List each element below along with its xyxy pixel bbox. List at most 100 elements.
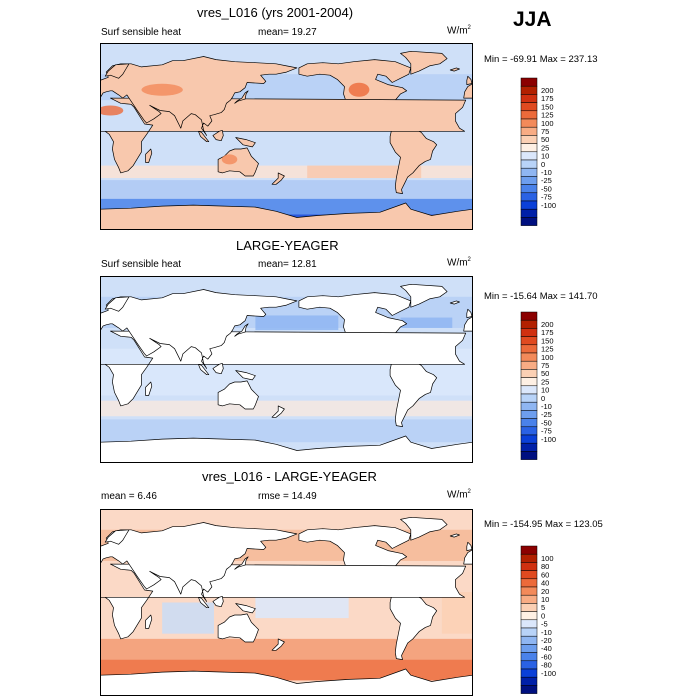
colorbar-tick-label: -20 bbox=[541, 636, 552, 645]
field-patch bbox=[348, 82, 370, 97]
colorbar-tick-label: 25 bbox=[541, 143, 549, 152]
coastline bbox=[198, 130, 210, 143]
coastline bbox=[400, 516, 448, 541]
colorbar-tick-label: 150 bbox=[541, 102, 554, 111]
coastline bbox=[212, 595, 224, 608]
colorbar-swatch bbox=[520, 676, 538, 686]
coastline bbox=[104, 63, 130, 79]
coastline bbox=[389, 357, 438, 427]
colorbar-swatch bbox=[520, 217, 538, 226]
colorbar-swatch bbox=[520, 110, 538, 120]
coastline bbox=[271, 172, 285, 185]
panel-2-variable-label: Surf sensible heat bbox=[101, 259, 182, 270]
coastline bbox=[466, 541, 473, 551]
panel-1-mean-label: mean= 19.27 bbox=[258, 27, 317, 38]
field-patch bbox=[221, 154, 238, 165]
colorbar-swatch bbox=[520, 619, 538, 629]
colorbar-tick-label: 50 bbox=[541, 135, 549, 144]
panel-1-map bbox=[100, 43, 473, 230]
colorbar-tick-label: 80 bbox=[541, 562, 549, 571]
map-frame bbox=[100, 43, 473, 230]
colorbar-swatch bbox=[520, 200, 538, 210]
colorbar-swatch bbox=[520, 94, 538, 103]
colorbar-tick-label: 125 bbox=[541, 111, 554, 120]
colorbar-swatch bbox=[520, 393, 538, 403]
panel-2-min-max: Min = -15.64 Max = 141.70 bbox=[484, 291, 598, 302]
coastline bbox=[234, 90, 249, 104]
coastline bbox=[100, 435, 473, 463]
colorbar-swatch bbox=[520, 451, 538, 460]
coastline bbox=[463, 83, 473, 99]
coastline bbox=[100, 202, 473, 230]
colorbar-swatch bbox=[520, 377, 538, 387]
colorbar-swatch bbox=[520, 159, 538, 169]
colorbar-swatch bbox=[520, 336, 538, 346]
coastline bbox=[100, 97, 467, 174]
colorbar-tick-label: -10 bbox=[541, 168, 552, 177]
colorbar-tick-label: 100 bbox=[541, 119, 554, 128]
colorbar-swatch bbox=[520, 660, 538, 670]
colorbar-tick-label: 200 bbox=[541, 320, 554, 329]
colorbar-tick-label: -80 bbox=[541, 661, 552, 670]
panel-2-mean-label: mean= 12.81 bbox=[258, 259, 317, 270]
coastline bbox=[198, 363, 210, 376]
map-frame bbox=[100, 509, 473, 696]
colorbar-tick-label: -10 bbox=[541, 402, 552, 411]
colorbar-swatch bbox=[520, 434, 538, 444]
coastline bbox=[389, 590, 438, 660]
colorbar-tick-label: 0 bbox=[541, 160, 545, 169]
colorbar-swatch bbox=[520, 635, 538, 645]
coastline bbox=[234, 556, 249, 570]
coastline bbox=[234, 323, 249, 337]
field-patch bbox=[100, 105, 124, 116]
colorbar-swatch bbox=[520, 143, 538, 153]
colorbar-swatch bbox=[520, 328, 538, 337]
field-band bbox=[441, 592, 473, 634]
field-band bbox=[100, 400, 473, 417]
colorbar-tick-label: 175 bbox=[541, 328, 554, 337]
colorbar-swatch bbox=[520, 176, 538, 185]
colorbar-tick-label: -25 bbox=[541, 176, 552, 185]
colorbar-swatch bbox=[520, 668, 538, 678]
coastline bbox=[100, 522, 298, 602]
panel-3-units: W/m2 bbox=[447, 489, 471, 501]
coastline bbox=[235, 603, 256, 614]
panel-1-title: vres_L016 (yrs 2001-2004) bbox=[197, 5, 354, 20]
colorbar-tick-label: 5 bbox=[541, 603, 545, 612]
panel-2-title: LARGE-YEAGER bbox=[236, 238, 339, 253]
panel-1-variable-label: Surf sensible heat bbox=[101, 27, 182, 38]
coastline bbox=[271, 405, 285, 418]
field-band bbox=[162, 602, 214, 634]
colorbar-tick-label: -40 bbox=[541, 644, 552, 653]
colorbar-tick-label: 175 bbox=[541, 94, 554, 103]
colorbar-swatch bbox=[520, 627, 538, 637]
field-band bbox=[100, 419, 473, 443]
field-band bbox=[100, 180, 473, 199]
coastline bbox=[145, 614, 153, 629]
coastline bbox=[449, 67, 460, 72]
colorbar-tick-label: -100 bbox=[541, 435, 556, 444]
colorbar-swatch bbox=[520, 192, 538, 202]
colorbar-tick-label: -25 bbox=[541, 410, 552, 419]
colorbar-swatch bbox=[520, 208, 538, 218]
colorbar-swatch bbox=[520, 410, 538, 419]
field-patch bbox=[141, 83, 183, 96]
colorbar-tick-label: 0 bbox=[541, 394, 545, 403]
colorbar-swatch bbox=[520, 77, 538, 87]
colorbar-swatch bbox=[520, 594, 538, 604]
coastline bbox=[198, 596, 210, 609]
colorbar-swatch bbox=[520, 352, 538, 362]
colorbar-swatch bbox=[520, 126, 538, 136]
coastline bbox=[449, 533, 460, 538]
colorbar-tick-label: 75 bbox=[541, 127, 549, 136]
season-label: JJA bbox=[513, 8, 552, 31]
colorbar-swatch bbox=[520, 652, 538, 662]
colorbar-tick-label: 10 bbox=[541, 595, 549, 604]
coastline bbox=[217, 380, 259, 410]
field-band bbox=[100, 638, 473, 660]
coastline bbox=[235, 137, 256, 148]
colorbar-tick-label: 100 bbox=[541, 554, 554, 563]
colorbar-tick-label: 25 bbox=[541, 377, 549, 386]
